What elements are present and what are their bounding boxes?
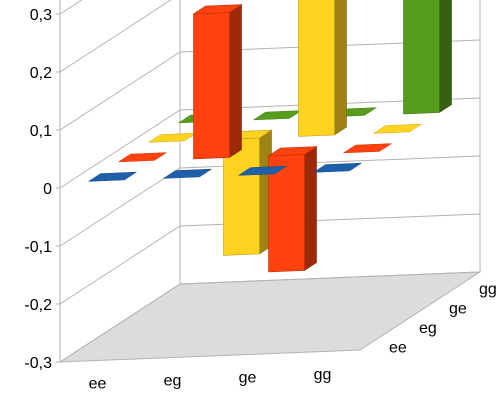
bar-flat bbox=[117, 152, 168, 163]
bar-flat bbox=[312, 162, 363, 173]
bar-top bbox=[192, 4, 243, 15]
bar bbox=[117, 152, 168, 163]
chart-floor bbox=[58, 271, 482, 363]
y-tick-label: 0,1 bbox=[30, 123, 52, 140]
bar bbox=[267, 146, 318, 273]
bar-flat bbox=[372, 123, 423, 134]
bar-side bbox=[439, 0, 452, 113]
depth-tick-label: gg bbox=[479, 281, 497, 298]
bar-flat bbox=[87, 171, 138, 182]
bar-flat bbox=[252, 110, 303, 121]
y-axis-labels: 0,50,40,30,20,10-0,1-0,2-0,3 bbox=[24, 7, 52, 372]
bar bbox=[312, 162, 363, 173]
y-tick-label: -0,1 bbox=[24, 239, 52, 256]
bar-side bbox=[304, 146, 317, 271]
bar bbox=[342, 143, 393, 154]
y-tick-label: 0 bbox=[43, 181, 52, 198]
y-tick-label: 0,3 bbox=[30, 7, 52, 24]
bar-top bbox=[267, 146, 318, 157]
bar bbox=[252, 110, 303, 121]
bar-side bbox=[334, 0, 347, 136]
bar bbox=[298, 0, 347, 137]
bar bbox=[372, 123, 423, 134]
chart-bars bbox=[87, 0, 452, 273]
x-tick-label: eg bbox=[164, 373, 182, 390]
floor-plane bbox=[58, 271, 482, 363]
bar-flat bbox=[147, 132, 198, 143]
x-tick-label: gg bbox=[314, 367, 332, 384]
bar-flat bbox=[342, 143, 393, 154]
bar-side bbox=[229, 4, 242, 158]
depth-tick-label: eg bbox=[419, 320, 437, 337]
bar bbox=[403, 0, 452, 115]
x-tick-label: ge bbox=[239, 370, 257, 387]
bar bbox=[87, 171, 138, 182]
bar-front bbox=[403, 0, 440, 115]
bar bbox=[237, 165, 288, 176]
x-tick-label: ee bbox=[89, 376, 107, 393]
depth-tick-label: ee bbox=[389, 339, 407, 356]
bar bbox=[162, 168, 213, 179]
y-tick-label: 0,2 bbox=[30, 65, 52, 82]
bar-flat bbox=[162, 168, 213, 179]
bar-flat bbox=[237, 165, 288, 176]
bar bbox=[192, 4, 243, 160]
bar-front bbox=[193, 12, 230, 160]
gridline bbox=[59, 0, 172, 73]
bar-front bbox=[298, 0, 335, 137]
bar bbox=[147, 132, 198, 143]
y-tick-label: -0,3 bbox=[24, 355, 52, 372]
x-axis-labels: ee eg ge gg bbox=[89, 367, 332, 393]
chart-grid bbox=[56, 0, 481, 363]
y-tick-label: -0,2 bbox=[24, 297, 52, 314]
depth-tick-label: ge bbox=[449, 300, 467, 317]
